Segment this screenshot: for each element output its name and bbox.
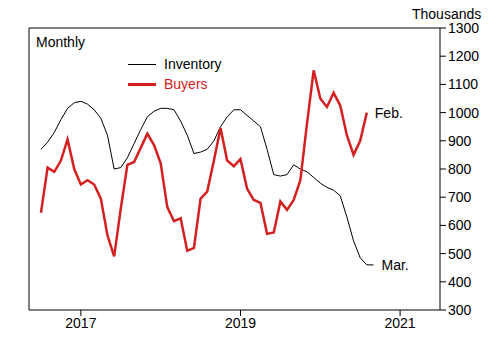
svg-text:2019: 2019 [225,315,256,331]
svg-text:800: 800 [448,161,472,177]
svg-text:900: 900 [448,133,472,149]
svg-text:1100: 1100 [448,76,478,92]
svg-text:2017: 2017 [65,315,96,331]
svg-text:700: 700 [448,189,472,205]
svg-text:300: 300 [448,302,472,318]
svg-text:600: 600 [448,217,472,233]
svg-text:400: 400 [448,274,472,290]
html-text:Monthly: Monthly [36,34,85,50]
html-text:Thousands: Thousands [412,6,482,22]
svg-text:1300: 1300 [448,20,479,36]
svg-text:1000: 1000 [448,105,479,121]
svg-text:2021: 2021 [385,315,416,331]
svg-text:1200: 1200 [448,48,479,64]
html-text:Buyers: Buyers [164,76,208,92]
svg-text:Mar.: Mar. [382,257,409,273]
svg-text:500: 500 [448,246,472,262]
html-text:Inventory: Inventory [164,56,222,72]
svg-text:Feb.: Feb. [375,105,403,121]
